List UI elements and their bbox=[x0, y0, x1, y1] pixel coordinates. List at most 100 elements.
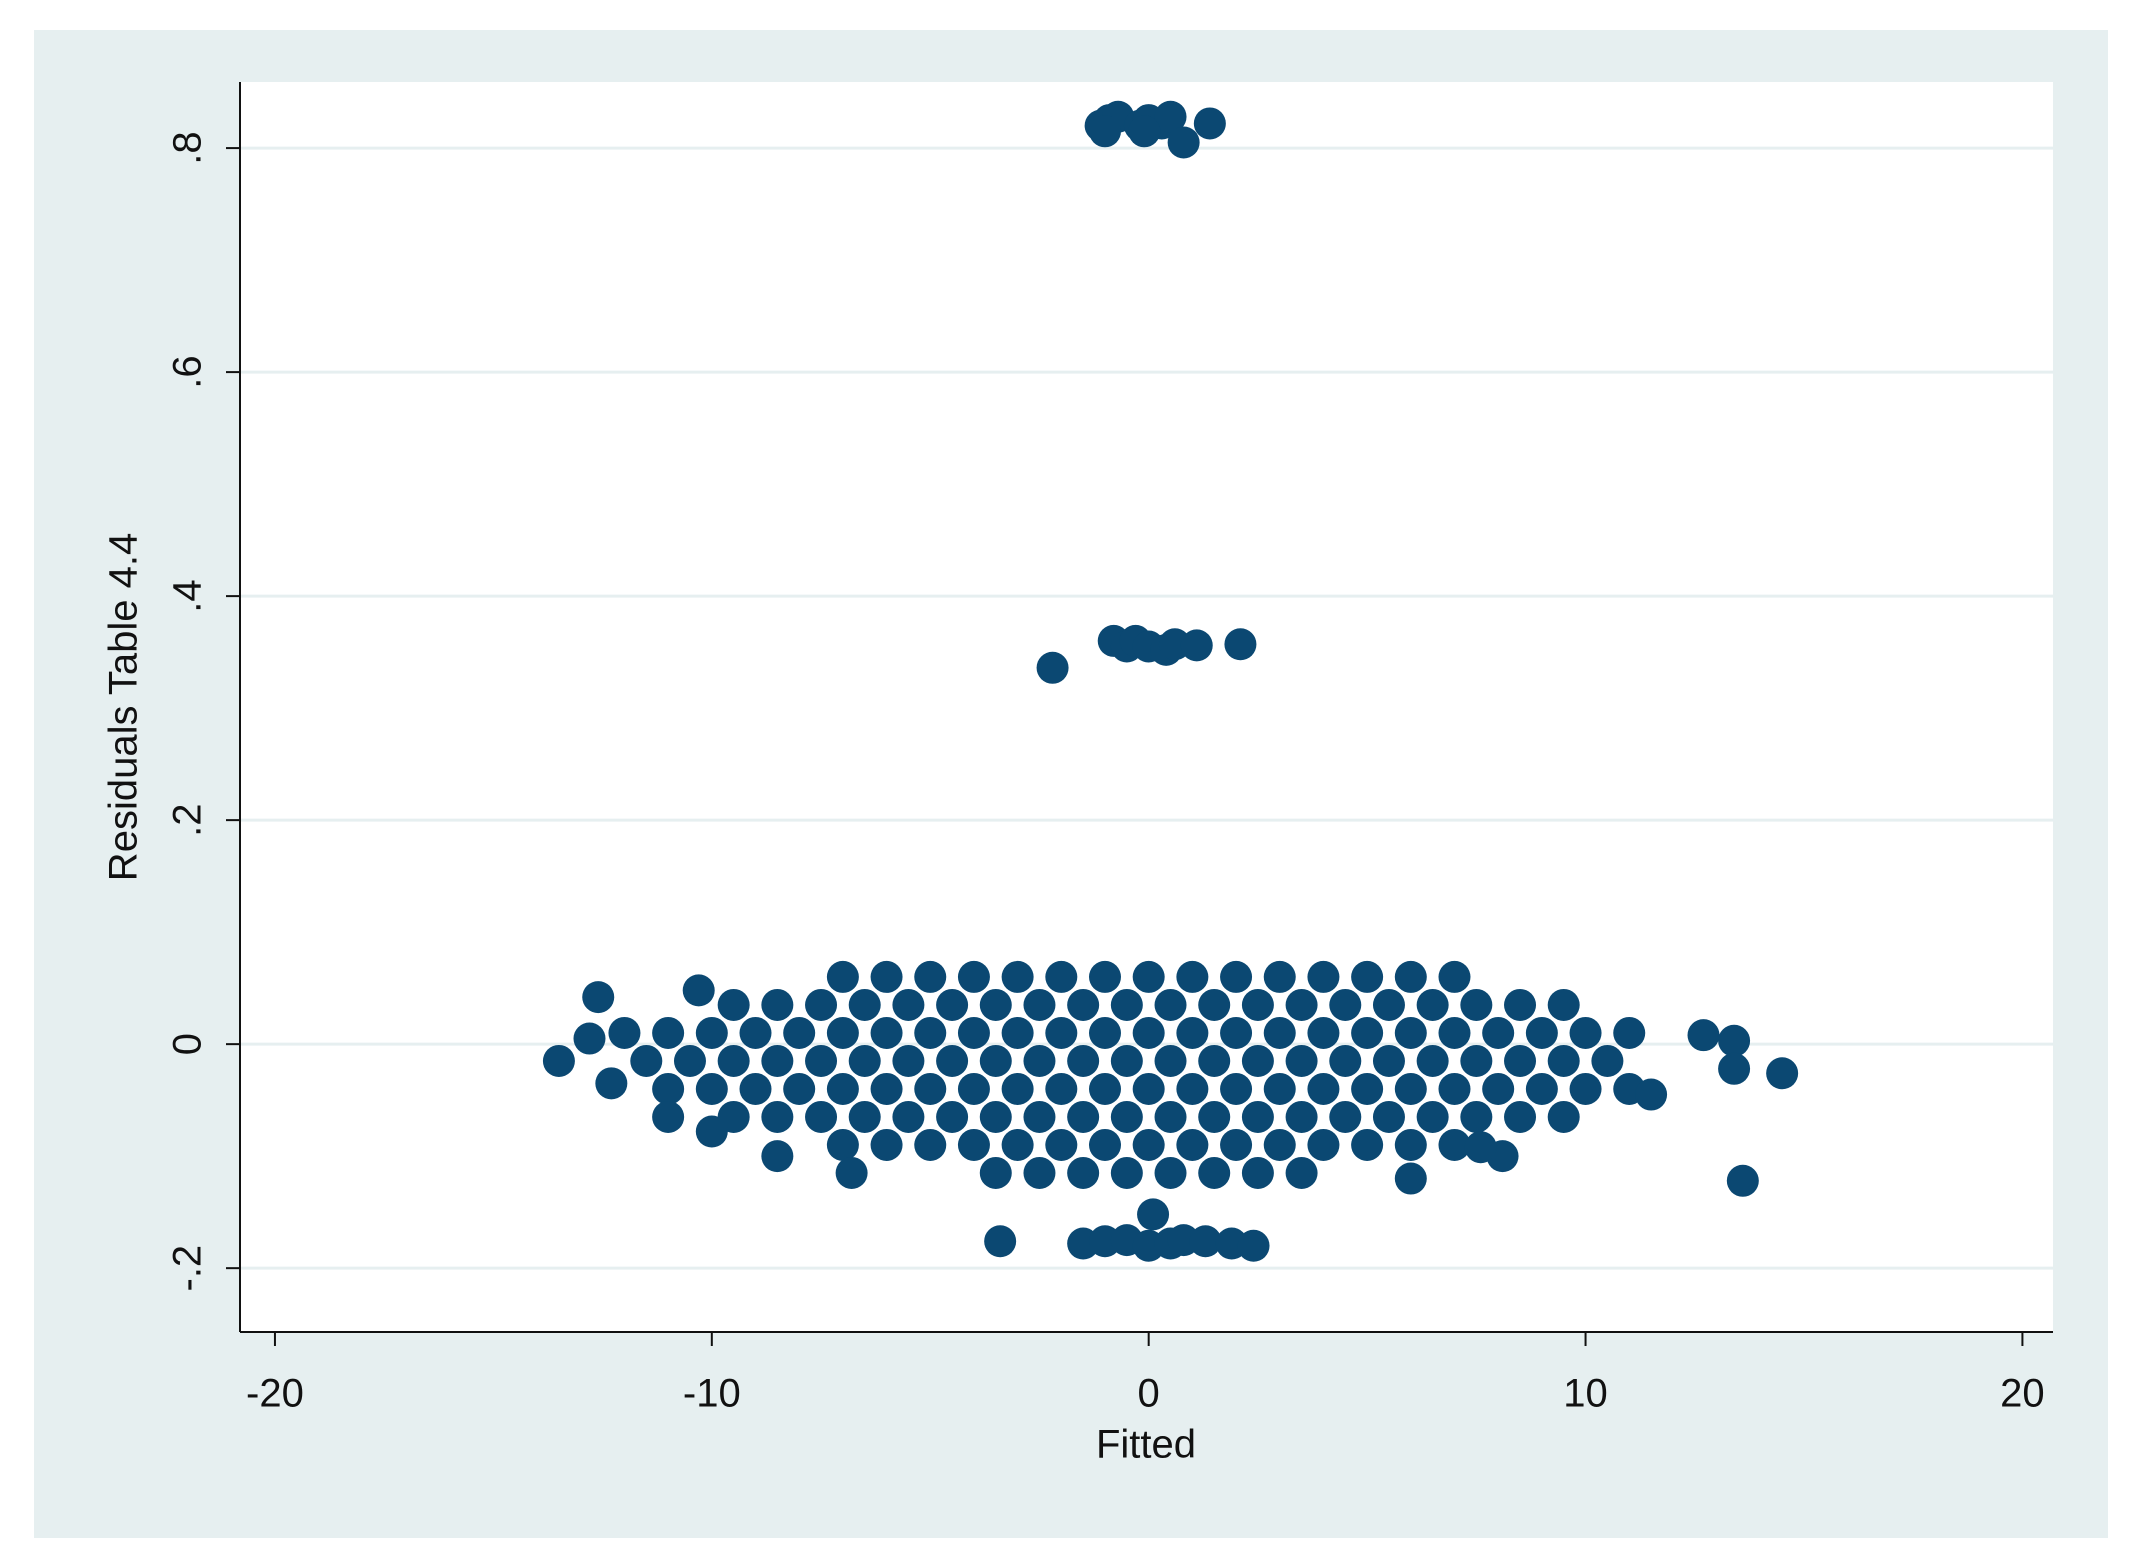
point bbox=[957, 1016, 990, 1049]
point bbox=[1045, 1072, 1078, 1105]
point bbox=[1613, 1016, 1646, 1049]
point bbox=[1154, 100, 1187, 133]
point bbox=[1263, 1072, 1296, 1105]
point bbox=[1241, 1044, 1274, 1077]
point bbox=[1198, 1156, 1231, 1189]
point bbox=[979, 1156, 1012, 1189]
point bbox=[1237, 1229, 1270, 1262]
point bbox=[1547, 1044, 1580, 1077]
point bbox=[1372, 1044, 1405, 1077]
point bbox=[695, 1115, 728, 1148]
point bbox=[848, 988, 881, 1021]
point bbox=[826, 960, 859, 993]
point bbox=[573, 1022, 606, 1055]
point bbox=[1394, 1016, 1427, 1049]
point bbox=[1224, 628, 1257, 661]
point bbox=[805, 1044, 838, 1077]
point bbox=[805, 1100, 838, 1133]
point bbox=[1460, 988, 1493, 1021]
point bbox=[1154, 1044, 1187, 1077]
point bbox=[652, 1016, 685, 1049]
point bbox=[1307, 1072, 1340, 1105]
point bbox=[1263, 1016, 1296, 1049]
point bbox=[1525, 1072, 1558, 1105]
point bbox=[1023, 1044, 1056, 1077]
point bbox=[1525, 1016, 1558, 1049]
point bbox=[1285, 988, 1318, 1021]
point bbox=[695, 1072, 728, 1105]
point bbox=[1241, 1100, 1274, 1133]
point bbox=[595, 1067, 628, 1100]
point bbox=[1285, 1100, 1318, 1133]
point bbox=[1718, 1052, 1751, 1085]
point bbox=[1482, 1072, 1515, 1105]
point bbox=[1180, 629, 1213, 662]
point bbox=[1547, 988, 1580, 1021]
point bbox=[984, 1225, 1017, 1258]
point bbox=[826, 1016, 859, 1049]
point bbox=[761, 1100, 794, 1133]
point bbox=[1482, 1016, 1515, 1049]
point bbox=[761, 988, 794, 1021]
point bbox=[761, 1140, 794, 1173]
point bbox=[914, 960, 947, 993]
point bbox=[1110, 1156, 1143, 1189]
point bbox=[1001, 960, 1034, 993]
point bbox=[1220, 1128, 1253, 1161]
point bbox=[1263, 960, 1296, 993]
point bbox=[979, 988, 1012, 1021]
point bbox=[1110, 988, 1143, 1021]
point bbox=[1220, 960, 1253, 993]
point bbox=[1154, 988, 1187, 1021]
point bbox=[1351, 1016, 1384, 1049]
point bbox=[1438, 960, 1471, 993]
point bbox=[1241, 1156, 1274, 1189]
point bbox=[1128, 115, 1161, 148]
point bbox=[695, 1016, 728, 1049]
point bbox=[1460, 1044, 1493, 1077]
point bbox=[1132, 1016, 1165, 1049]
point bbox=[1263, 1128, 1296, 1161]
point bbox=[1351, 960, 1384, 993]
point bbox=[936, 1044, 969, 1077]
point bbox=[1372, 1100, 1405, 1133]
point bbox=[1394, 1072, 1427, 1105]
point bbox=[682, 974, 715, 1007]
point bbox=[783, 1072, 816, 1105]
point bbox=[870, 1128, 903, 1161]
x-tick-label: -20 bbox=[246, 1372, 304, 1416]
point bbox=[1241, 988, 1274, 1021]
point bbox=[826, 1072, 859, 1105]
point bbox=[1001, 1072, 1034, 1105]
point bbox=[914, 1016, 947, 1049]
point bbox=[1285, 1156, 1318, 1189]
point bbox=[1189, 1225, 1222, 1258]
point bbox=[1198, 1044, 1231, 1077]
point bbox=[870, 1072, 903, 1105]
point bbox=[673, 1044, 706, 1077]
point bbox=[1193, 107, 1226, 140]
point bbox=[1307, 1016, 1340, 1049]
point bbox=[1036, 651, 1069, 684]
point bbox=[1307, 960, 1340, 993]
y-tick-label: .2 bbox=[166, 803, 210, 836]
point bbox=[1045, 1128, 1078, 1161]
point bbox=[1329, 1044, 1362, 1077]
x-tick-label: 0 bbox=[1138, 1372, 1160, 1416]
point bbox=[542, 1044, 575, 1077]
point bbox=[892, 988, 925, 1021]
point bbox=[979, 1044, 1012, 1077]
point bbox=[1220, 1016, 1253, 1049]
point bbox=[1438, 1128, 1471, 1161]
point bbox=[1438, 1072, 1471, 1105]
point bbox=[1547, 1100, 1580, 1133]
x-tick-label: 20 bbox=[2000, 1372, 2045, 1416]
point bbox=[1110, 1100, 1143, 1133]
point bbox=[1504, 1100, 1537, 1133]
point bbox=[1460, 1100, 1493, 1133]
point bbox=[957, 1072, 990, 1105]
point bbox=[1167, 126, 1200, 159]
y-axis-title: Residuals Table 4.4 bbox=[102, 533, 146, 881]
point bbox=[1591, 1044, 1624, 1077]
